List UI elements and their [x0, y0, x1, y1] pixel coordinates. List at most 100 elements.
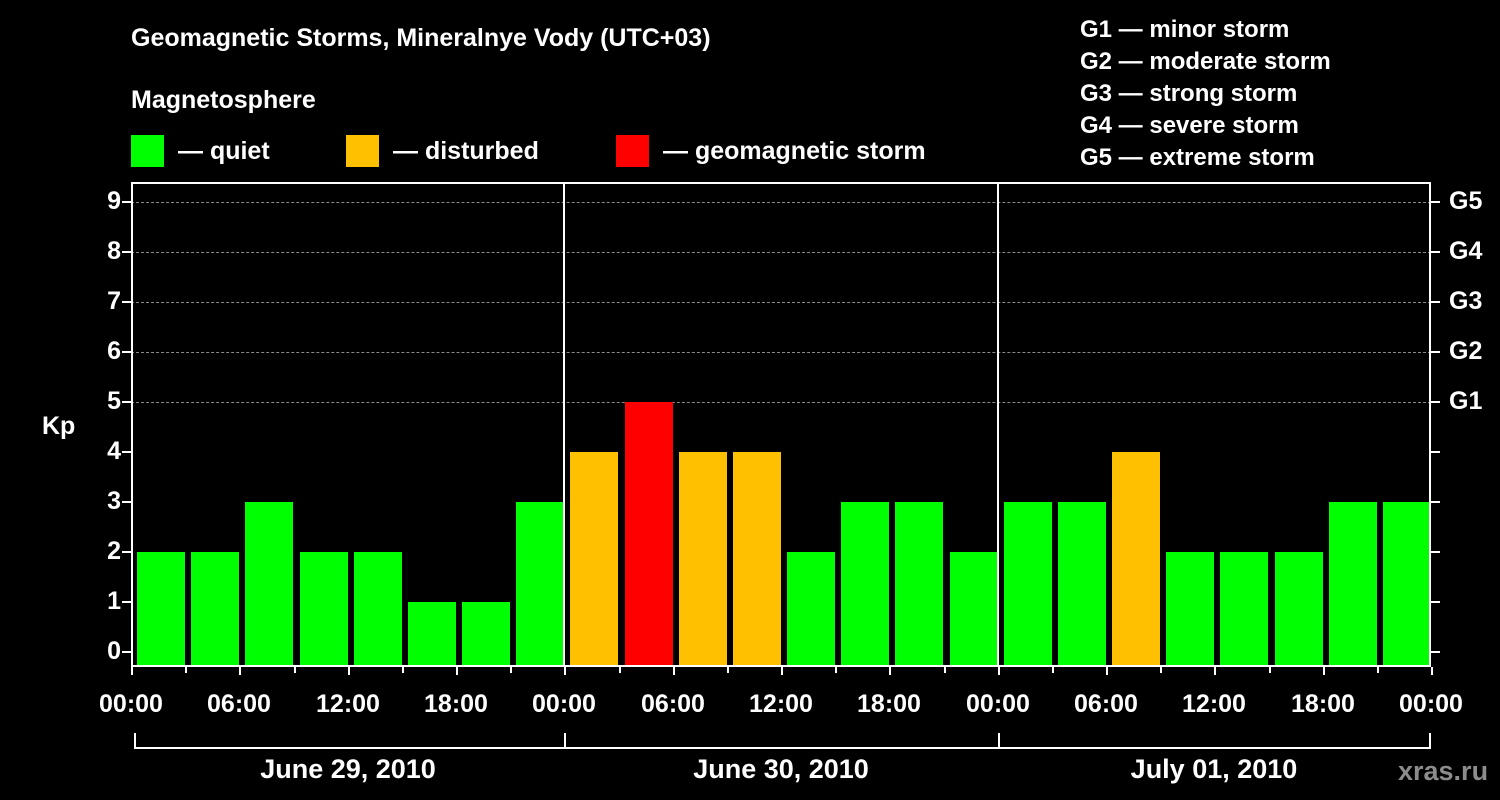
date-bracket-tick	[134, 733, 136, 749]
y-tick-label: 4	[107, 437, 121, 465]
g-level-label: G3	[1449, 287, 1483, 315]
x-tick-label: 06:00	[207, 690, 271, 718]
x-tick	[1431, 667, 1433, 675]
y-axis-label: Kp	[42, 412, 76, 440]
g-scale-legend: G1 — minor storm G2 — moderate storm G3 …	[1080, 14, 1331, 174]
x-tick-label: 12:00	[749, 690, 813, 718]
g-level-label: G2	[1449, 337, 1483, 365]
x-tick-label: 18:00	[1291, 690, 1355, 718]
x-tick	[294, 667, 296, 673]
x-tick-label: 06:00	[1074, 690, 1138, 718]
kp-bar	[462, 602, 510, 667]
y-tick	[122, 201, 131, 203]
x-tick-label: 00:00	[532, 690, 596, 718]
disturbed-swatch-icon	[346, 135, 379, 167]
x-tick	[944, 667, 946, 673]
y-tick-right	[1431, 601, 1440, 603]
y-tick-label: 1	[107, 587, 121, 615]
kp-bar	[950, 552, 998, 667]
quiet-swatch-icon	[131, 135, 164, 167]
x-tick	[1323, 667, 1325, 675]
x-tick	[889, 667, 891, 675]
x-tick-label: 00:00	[1399, 690, 1463, 718]
kp-bar	[570, 452, 618, 667]
y-tick-right	[1431, 201, 1440, 203]
g-level-label: G5	[1449, 187, 1483, 215]
gridline	[131, 302, 1431, 303]
kp-bar	[895, 502, 943, 667]
date-bracket-tick	[564, 733, 566, 749]
y-tick	[122, 351, 131, 353]
x-tick	[998, 667, 1000, 675]
y-tick	[122, 451, 131, 453]
kp-bar	[1058, 502, 1106, 667]
legend-storm: — geomagnetic storm	[616, 134, 926, 168]
x-tick-label: 12:00	[316, 690, 380, 718]
kp-bar	[1004, 502, 1052, 667]
kp-bar	[516, 502, 564, 667]
x-tick	[781, 667, 783, 675]
x-tick	[131, 667, 133, 675]
y-tick-right	[1431, 251, 1440, 253]
x-tick	[1052, 667, 1054, 673]
kp-bar	[191, 552, 239, 667]
x-tick	[402, 667, 404, 673]
x-tick-label: 18:00	[857, 690, 921, 718]
y-tick-right	[1431, 351, 1440, 353]
day-separator	[563, 182, 565, 667]
kp-bar	[1166, 552, 1214, 667]
date-label: June 30, 2010	[693, 754, 869, 784]
x-tick	[510, 667, 512, 673]
y-tick-right	[1431, 451, 1440, 453]
x-tick	[619, 667, 621, 673]
gridline	[131, 252, 1431, 253]
x-tick-label: 00:00	[966, 690, 1030, 718]
x-tick-label: 00:00	[99, 690, 163, 718]
x-tick	[564, 667, 566, 675]
y-tick-label: 3	[107, 487, 121, 515]
gridline	[131, 202, 1431, 203]
kp-bar	[245, 502, 293, 667]
kp-bar	[408, 602, 456, 667]
g-scale-item: G4 — severe storm	[1080, 112, 1299, 139]
y-tick-label: 9	[107, 187, 121, 215]
y-tick	[122, 501, 131, 503]
date-label: June 29, 2010	[260, 754, 436, 784]
kp-bar	[1383, 502, 1431, 667]
legend-quiet-label: — quiet	[178, 136, 270, 165]
kp-bar	[787, 552, 835, 667]
y-tick-label: 7	[107, 287, 121, 315]
y-tick	[122, 301, 131, 303]
y-tick	[122, 601, 131, 603]
kp-bar	[1220, 552, 1268, 667]
kp-bar	[625, 402, 673, 667]
x-tick	[1269, 667, 1271, 673]
y-tick-label: 6	[107, 337, 121, 365]
y-tick	[122, 401, 131, 403]
x-tick	[456, 667, 458, 675]
x-tick	[835, 667, 837, 673]
legend-disturbed-label: — disturbed	[393, 136, 539, 165]
x-tick	[1377, 667, 1379, 673]
x-tick	[348, 667, 350, 675]
date-bracket-line	[134, 747, 1430, 749]
x-tick-label: 12:00	[1182, 690, 1246, 718]
y-tick-label: 5	[107, 387, 121, 415]
y-tick-right	[1431, 501, 1440, 503]
kp-bar	[1329, 502, 1377, 667]
kp-bar	[679, 452, 727, 667]
g-level-label: G1	[1449, 387, 1483, 415]
kp-bar	[733, 452, 781, 667]
x-tick	[239, 667, 241, 675]
y-tick	[122, 251, 131, 253]
date-label: July 01, 2010	[1130, 754, 1298, 784]
day-separator	[997, 182, 999, 667]
x-tick	[1160, 667, 1162, 673]
x-tick	[185, 667, 187, 673]
g-scale-item: G1 — minor storm	[1080, 16, 1290, 43]
x-tick-label: 18:00	[424, 690, 488, 718]
legend-disturbed: — disturbed	[346, 134, 539, 168]
g-scale-item: G3 — strong storm	[1080, 80, 1298, 107]
kp-bar	[1112, 452, 1160, 667]
y-tick-right	[1431, 401, 1440, 403]
